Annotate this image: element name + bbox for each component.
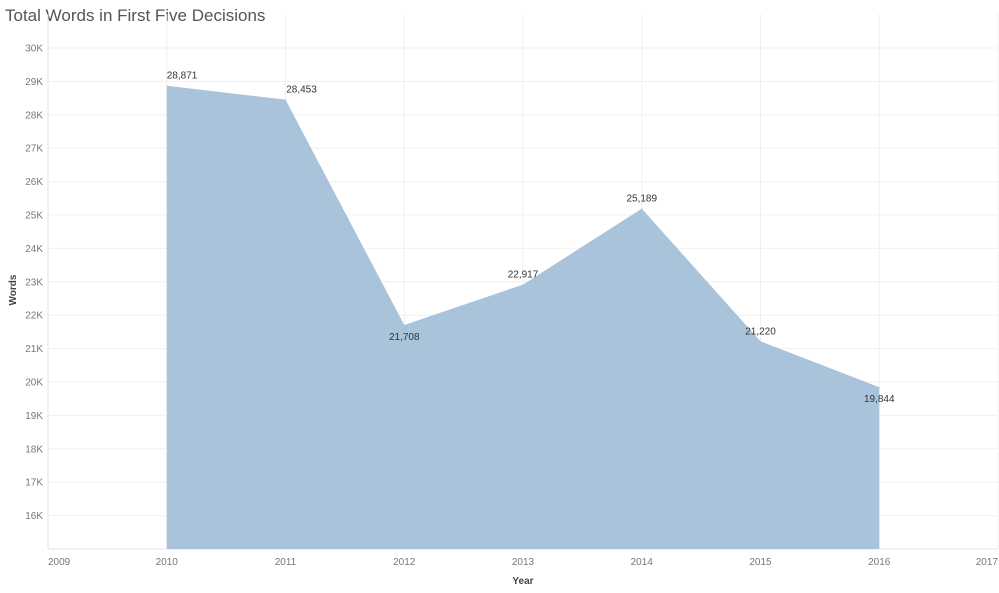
y-tick-label: 27K [25,144,43,155]
data-point [285,99,286,101]
y-tick-label: 25K [25,211,43,222]
y-tick-label: 19K [25,411,43,422]
data-label: 25,189 [626,194,657,205]
data-point [166,85,168,87]
data-point [641,208,643,210]
x-tick-label: 2014 [631,557,654,568]
x-tick-label: 2013 [512,557,535,568]
y-tick-label: 18K [25,444,43,455]
x-tick-label: 2009 [48,557,71,568]
y-tick-label: 22K [25,311,43,322]
chart-title: Total Words in First Five Decisions [5,6,266,25]
data-label: 19,844 [864,394,895,405]
data-label: 28,453 [286,85,317,96]
data-point [760,340,761,342]
y-tick-label: 30K [25,44,43,55]
x-axis-title: Year [512,576,533,587]
y-tick-label: 20K [25,378,43,389]
x-tick-label: 2011 [275,557,297,568]
y-tick-label: 24K [25,244,43,255]
y-tick-label: 17K [25,478,43,489]
y-tick-label: 16K [25,511,43,522]
data-point [878,386,880,388]
data-point [522,284,524,286]
x-tick-label: 2016 [868,557,891,568]
y-tick-label: 26K [25,177,43,188]
data-point [403,324,405,326]
data-label: 22,917 [508,270,539,281]
data-label: 21,708 [389,332,420,343]
y-tick-label: 28K [25,110,43,121]
y-tick-label: 29K [25,77,43,88]
x-tick-label: 2015 [749,557,772,568]
y-tick-label: 21K [25,344,43,355]
y-tick-label: 23K [25,277,43,288]
area-series [166,85,880,549]
x-tick-label: 2012 [393,557,416,568]
x-tick-label: 2017 [976,557,999,568]
data-label: 28,871 [167,71,198,82]
x-tick-label: 2010 [156,557,179,568]
y-axis-title: Words [8,274,19,305]
data-label: 21,220 [745,326,776,337]
